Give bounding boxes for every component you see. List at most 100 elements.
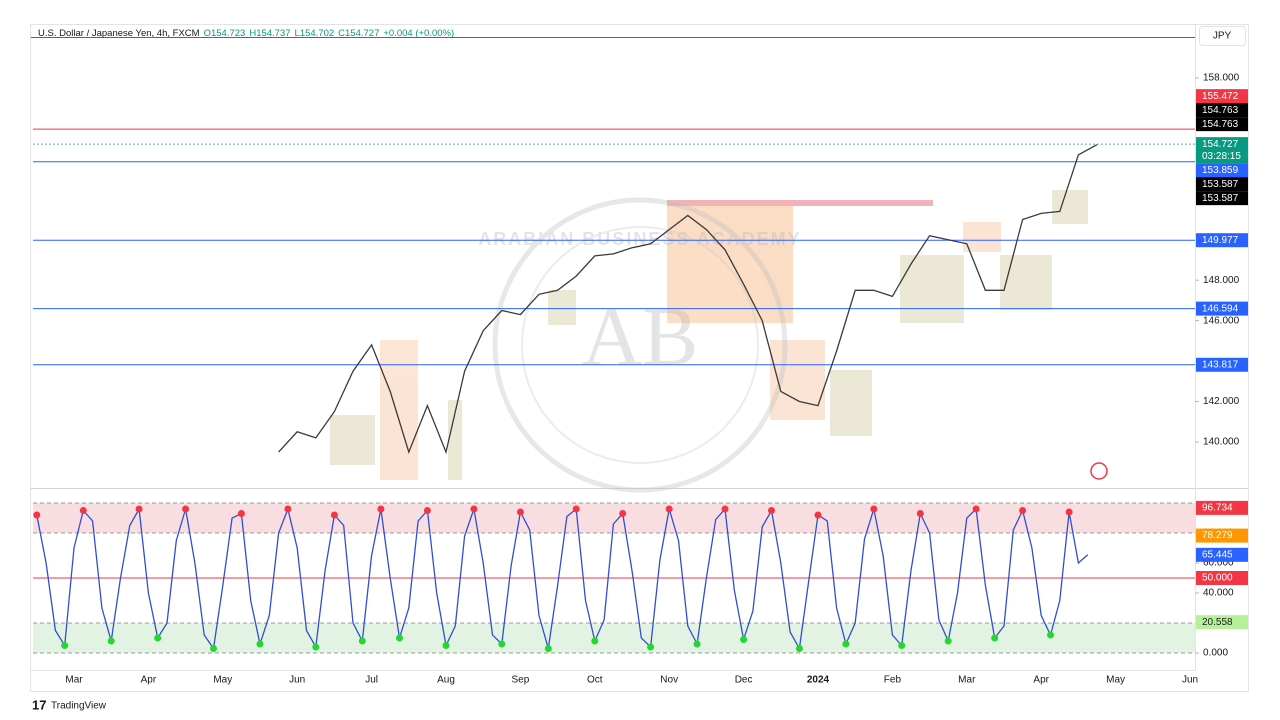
x-tick-label: Dec xyxy=(735,675,753,686)
price-tag-label: 149.977 xyxy=(1202,235,1239,246)
oversold-dot xyxy=(256,640,264,648)
price-tag-label: 153.859 xyxy=(1202,165,1239,176)
price-tag-label: 146.594 xyxy=(1202,303,1239,314)
zone-boxes xyxy=(33,190,1195,654)
x-tick-label: May xyxy=(213,675,232,686)
price-tag-label: 20.558 xyxy=(1202,617,1233,628)
oversold-dot xyxy=(61,642,69,649)
overbought-dot xyxy=(972,505,980,513)
box xyxy=(448,400,462,480)
overbought-dot xyxy=(516,508,524,516)
overbought-dot xyxy=(182,505,190,513)
x-tick-label: Apr xyxy=(141,675,157,686)
footer: TradingView xyxy=(51,701,107,712)
watermark-ring xyxy=(521,226,759,464)
price-tag xyxy=(1196,103,1248,118)
ohlc-close: C154.727 xyxy=(338,28,379,39)
price-tag-label: 96.734 xyxy=(1202,503,1233,514)
zone xyxy=(33,623,1195,653)
box xyxy=(667,200,933,206)
price-tag xyxy=(1196,191,1248,206)
box xyxy=(380,340,418,480)
currency-label[interactable]: JPY xyxy=(1213,31,1232,42)
oversold-dot xyxy=(898,642,906,649)
price-tag xyxy=(1196,500,1248,515)
box xyxy=(963,222,1001,252)
oversold-dot xyxy=(154,634,162,642)
countdown: 03:28:15 xyxy=(1202,151,1241,162)
ohlc-open: O154.723 xyxy=(204,28,246,39)
x-tick-label: Apr xyxy=(1033,675,1049,686)
x-tick-label: Nov xyxy=(660,675,678,686)
x-tick-label: Feb xyxy=(884,675,902,686)
overbought-dot xyxy=(237,510,245,517)
price-tag xyxy=(1196,357,1248,372)
y-tick-label: 142.000 xyxy=(1203,396,1240,407)
x-tick-label: 2024 xyxy=(807,675,830,686)
oversold-dot xyxy=(693,640,701,648)
x-tick-label: Jun xyxy=(1182,675,1198,686)
price-tag-label: 143.817 xyxy=(1202,359,1239,370)
overbought-dot xyxy=(814,511,822,519)
x-tick-label: Mar xyxy=(65,675,83,686)
frame xyxy=(30,24,1249,692)
oversold-dot xyxy=(991,634,999,642)
price-tag xyxy=(1196,301,1248,316)
overbought-dot xyxy=(79,507,87,514)
oversold-dot xyxy=(442,642,450,649)
oversold-dot xyxy=(647,643,655,651)
price-tag-label: 153.587 xyxy=(1202,179,1239,190)
ohlc-high: H154.737 xyxy=(249,28,290,39)
price-tag-label: 153.587 xyxy=(1202,193,1239,204)
oversold-dot xyxy=(312,643,320,651)
overbought-dot xyxy=(470,505,478,513)
symbol-title: U.S. Dollar / Japanese Yen, 4h, FXCM O154… xyxy=(38,28,454,39)
overbought-dot xyxy=(916,510,924,517)
box xyxy=(330,415,375,465)
oversold-dot xyxy=(795,645,803,652)
overbought-dot xyxy=(619,510,627,517)
price-tag-label: 65.445 xyxy=(1202,549,1233,560)
oversold-dot xyxy=(396,634,403,642)
oversold-dot xyxy=(107,637,115,645)
price-tag xyxy=(1196,117,1248,132)
ohlc-change: +0.004 (+0.00%) xyxy=(383,28,454,39)
overbought-dot xyxy=(870,505,878,513)
x-tick-label: Jul xyxy=(365,675,378,686)
oversold-dot xyxy=(842,640,850,648)
oversold-dot xyxy=(544,645,552,652)
overbought-dot xyxy=(768,507,775,514)
box xyxy=(1052,190,1088,224)
y-tick-label: 146.000 xyxy=(1203,315,1240,326)
price-tag-label: 78.279 xyxy=(1202,530,1233,541)
overbought-dot xyxy=(135,505,143,513)
symbol: U.S. Dollar / Japanese Yen, 4h, FXCM xyxy=(38,28,200,39)
overbought-dot xyxy=(33,511,41,519)
overbought-dot xyxy=(721,505,729,513)
price-tag xyxy=(1196,547,1248,562)
oversold-dot xyxy=(591,637,599,645)
price-tag xyxy=(1196,177,1248,192)
price-tag xyxy=(1196,571,1248,585)
box xyxy=(667,203,793,323)
x-tick-label: Jun xyxy=(289,675,305,686)
x-tick-label: Oct xyxy=(587,675,603,686)
overbought-dot xyxy=(665,505,673,513)
x-tick-label: Aug xyxy=(437,675,455,686)
overbought-dot xyxy=(284,505,292,513)
oversold-dot xyxy=(740,636,748,643)
price-tag-label: 154.763 xyxy=(1202,119,1239,130)
overbought-dot xyxy=(572,505,580,513)
overbought-dot xyxy=(423,507,431,514)
price-tag-label: 154.763 xyxy=(1202,105,1239,116)
overbought-dot xyxy=(377,505,385,513)
ohlc-low: L154.702 xyxy=(295,28,335,39)
event-icon[interactable] xyxy=(1090,462,1108,480)
price-tag xyxy=(1196,137,1248,164)
y-tick-label: 148.000 xyxy=(1203,275,1240,286)
y-tick-label: 60.000 xyxy=(1203,558,1234,569)
currency-button[interactable] xyxy=(1199,26,1246,46)
oversold-dot xyxy=(944,637,952,645)
x-tick-label: May xyxy=(1106,675,1125,686)
